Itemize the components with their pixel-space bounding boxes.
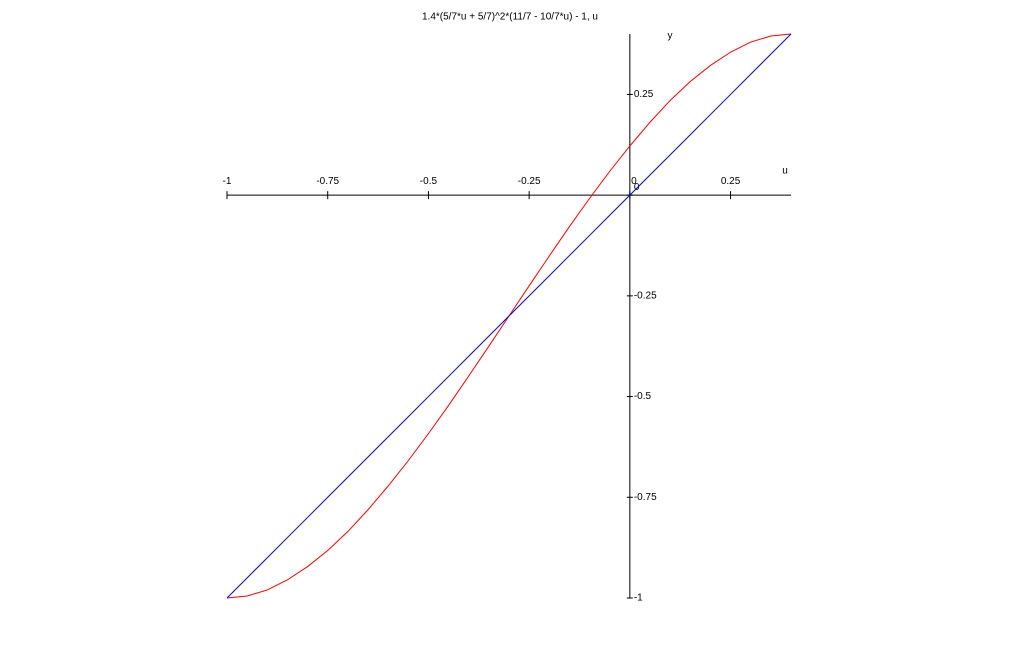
x-tick-label: -0.5	[420, 176, 438, 187]
y-tick-label: -1	[634, 593, 643, 604]
x-tick-label: 0.25	[721, 176, 741, 187]
x-tick-label: -0.25	[518, 176, 541, 187]
x-tick-label: 0	[631, 176, 637, 187]
chart-title: 1.4*(5/7*u + 5/7)^2*(11/7 - 10/7*u) - 1,…	[422, 12, 598, 23]
x-tick-label: -1	[223, 176, 232, 187]
y-tick-label: 0.25	[634, 89, 654, 100]
y-axis-label: y	[668, 31, 673, 42]
y-tick-label: 0	[634, 182, 640, 193]
line	[226, 33, 792, 599]
y-tick-label: -0.5	[634, 391, 652, 402]
x-tick-label: -0.75	[316, 176, 339, 187]
x-axis-label: u	[782, 166, 788, 177]
y-tick-label: -0.75	[634, 492, 657, 503]
y-tick-label: -0.25	[634, 290, 657, 301]
